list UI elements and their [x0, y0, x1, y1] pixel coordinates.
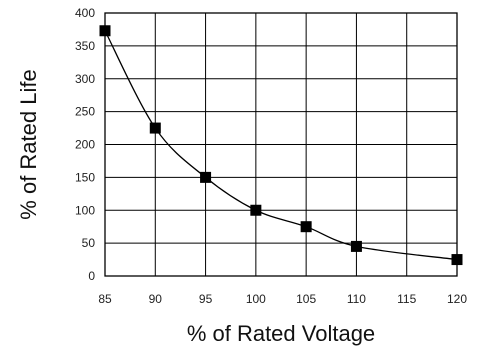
y-tick-label: 300 — [75, 72, 95, 86]
x-tick-label: 120 — [447, 292, 467, 306]
x-tick-label: 90 — [149, 292, 163, 306]
series-curve — [104, 30, 458, 261]
grid-lines — [104, 12, 458, 277]
x-tick-label: 95 — [199, 292, 213, 306]
x-tick-label: 100 — [246, 292, 266, 306]
y-tick-label: 100 — [75, 203, 95, 217]
y-tick-label: 400 — [75, 6, 95, 20]
x-tick-label: 115 — [397, 292, 416, 306]
x-tick-label: 105 — [296, 292, 316, 306]
y-tick-label: 150 — [75, 170, 95, 184]
y-tick-labels: 0 50 100 150 200 250 300 350 400 — [75, 6, 95, 283]
y-tick-label: 350 — [75, 39, 95, 53]
data-point-marker — [300, 221, 312, 233]
data-markers — [99, 25, 463, 266]
data-point-marker — [350, 240, 362, 252]
y-tick-label: 250 — [75, 105, 95, 119]
x-axis-title: % of Rated Voltage — [187, 321, 375, 346]
data-point-marker — [149, 122, 161, 134]
plot-frame — [104, 12, 458, 277]
y-tick-label: 0 — [88, 269, 95, 283]
x-tick-label: 110 — [347, 292, 366, 306]
x-tick-labels: 85 90 95 100 105 110 115 120 — [98, 292, 467, 306]
data-point-marker — [451, 254, 463, 266]
x-tick-label: 85 — [98, 292, 112, 306]
y-tick-label: 50 — [82, 236, 96, 250]
y-tick-label: 200 — [75, 138, 95, 152]
y-axis-title: % of Rated Life — [16, 69, 41, 219]
data-point-marker — [250, 204, 262, 216]
data-point-marker — [200, 171, 212, 183]
data-point-marker — [99, 25, 111, 37]
